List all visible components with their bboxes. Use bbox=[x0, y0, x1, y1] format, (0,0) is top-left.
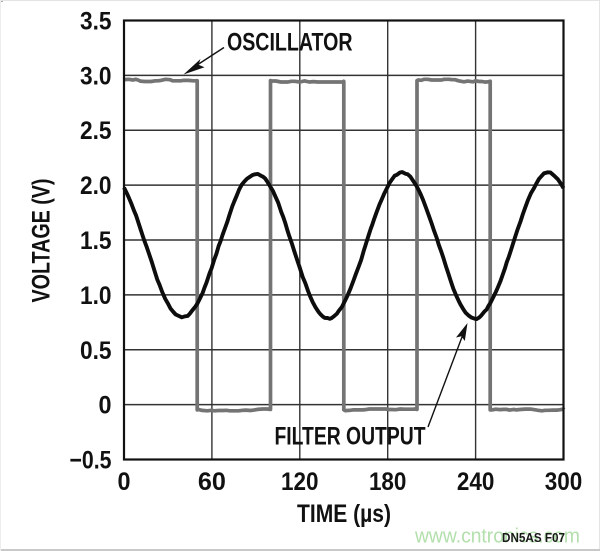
svg-text:3.5: 3.5 bbox=[80, 8, 112, 36]
svg-text:−0.5: −0.5 bbox=[70, 447, 112, 475]
svg-text:TIME (µs): TIME (µs) bbox=[297, 500, 391, 528]
svg-text:2.5: 2.5 bbox=[80, 117, 112, 145]
svg-text:0.5: 0.5 bbox=[80, 337, 112, 365]
svg-text:2.0: 2.0 bbox=[80, 172, 112, 200]
svg-text:1.0: 1.0 bbox=[80, 282, 112, 310]
svg-text:1.5: 1.5 bbox=[80, 227, 112, 255]
svg-text:0: 0 bbox=[118, 468, 131, 496]
svg-text:OSCILLATOR: OSCILLATOR bbox=[227, 29, 353, 57]
svg-text:60: 60 bbox=[198, 468, 226, 496]
svg-text:VOLTAGE (V): VOLTAGE (V) bbox=[28, 179, 56, 303]
svg-text:FILTER OUTPUT: FILTER OUTPUT bbox=[275, 423, 426, 451]
svg-text:240: 240 bbox=[457, 468, 495, 496]
svg-text:0: 0 bbox=[99, 392, 112, 420]
svg-text:3.0: 3.0 bbox=[80, 62, 112, 90]
svg-text:180: 180 bbox=[369, 468, 407, 496]
svg-text:www.cntronics.com: www.cntronics.com bbox=[414, 526, 580, 548]
svg-text:120: 120 bbox=[281, 468, 319, 496]
svg-text:DN5AS F07: DN5AS F07 bbox=[502, 531, 565, 545]
svg-text:300: 300 bbox=[545, 468, 583, 496]
